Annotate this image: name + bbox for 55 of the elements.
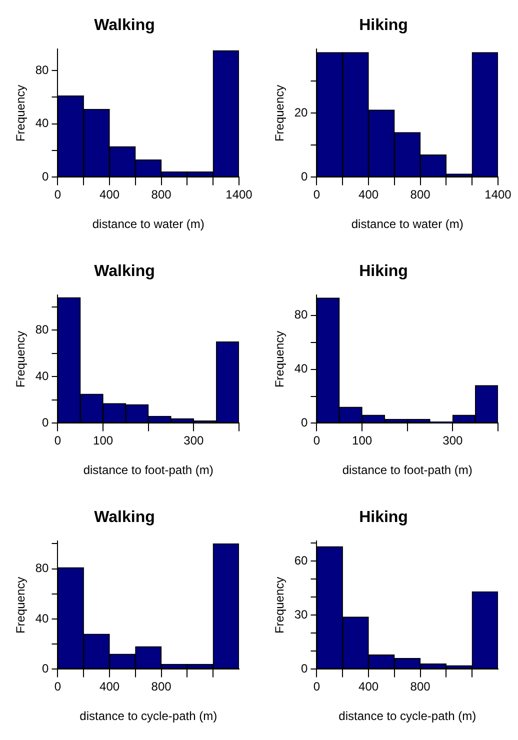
y-tick-label: 80	[35, 322, 50, 336]
x-tick-label: 400	[358, 680, 379, 694]
y-tick-label: 80	[35, 561, 50, 576]
chart-title: Walking	[94, 263, 155, 280]
y-tick-label: 0	[42, 170, 50, 184]
x-tick-label: 0	[313, 434, 320, 448]
chart-title: Hiking	[359, 263, 408, 280]
x-tick-label: 800	[410, 188, 431, 202]
y-tick-label: 20	[294, 106, 308, 120]
x-axis-title: distance to cycle-path (m)	[80, 709, 218, 724]
y-axis-title: Frequency	[272, 330, 287, 388]
y-tick-label: 0	[301, 416, 308, 430]
x-tick-label: 800	[410, 680, 431, 694]
x-axis-title: distance to foot-path (m)	[83, 463, 214, 478]
x-tick-label: 400	[100, 680, 120, 694]
x-tick-label: 0	[313, 680, 320, 694]
x-tick-label: 0	[54, 188, 62, 202]
y-tick-label: 40	[35, 116, 50, 130]
y-tick-label: 0	[42, 662, 50, 676]
x-axis-title: distance to water (m)	[92, 217, 204, 232]
chart-title: Hiking	[359, 509, 408, 526]
y-axis-title: Frequency	[272, 84, 287, 142]
x-tick-label: 300	[442, 434, 464, 448]
x-tick-label: 100	[352, 434, 372, 448]
y-tick-label: 0	[301, 662, 308, 676]
y-axis-title: Frequency	[14, 84, 28, 142]
x-axis-title: distance to foot-path (m)	[342, 463, 472, 478]
x-axis-title: distance to cycle-path (m)	[338, 709, 476, 724]
y-axis-title: Frequency	[14, 330, 28, 388]
x-tick-label: 400	[100, 188, 120, 202]
x-axis-title: distance to water (m)	[351, 217, 464, 232]
chart-title: Hiking	[359, 17, 408, 34]
y-tick-label: 0	[301, 170, 308, 184]
x-tick-label: 1400	[226, 188, 253, 202]
y-tick-label: 60	[294, 553, 308, 568]
y-tick-label: 0	[42, 416, 50, 430]
x-tick-label: 0	[54, 434, 62, 448]
x-tick-label: 0	[313, 188, 320, 202]
x-tick-label: 0	[54, 680, 62, 694]
chart-title: Walking	[94, 509, 155, 526]
x-tick-label: 800	[151, 680, 172, 694]
y-tick-label: 30	[294, 607, 308, 622]
x-tick-label: 1400	[484, 188, 512, 202]
y-tick-label: 40	[294, 362, 308, 376]
y-tick-label: 40	[35, 368, 50, 383]
x-tick-label: 100	[93, 434, 114, 448]
y-tick-label: 80	[35, 62, 50, 77]
y-tick-label: 40	[35, 611, 50, 626]
x-tick-label: 300	[184, 434, 204, 448]
y-axis-title: Frequency	[272, 576, 287, 634]
y-tick-label: 80	[294, 308, 308, 322]
x-tick-label: 800	[151, 188, 172, 202]
chart-title: Walking	[94, 17, 155, 34]
x-tick-label: 400	[358, 188, 379, 202]
y-axis-title: Frequency	[14, 576, 28, 634]
